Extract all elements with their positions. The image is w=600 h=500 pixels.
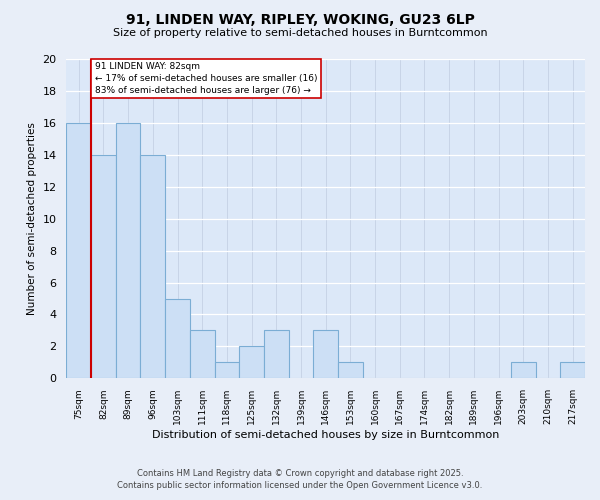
Bar bbox=[264, 330, 289, 378]
Text: 91 LINDEN WAY: 82sqm
← 17% of semi-detached houses are smaller (16)
83% of semi-: 91 LINDEN WAY: 82sqm ← 17% of semi-detac… bbox=[95, 62, 317, 95]
Bar bbox=[215, 362, 239, 378]
Text: Contains HM Land Registry data © Crown copyright and database right 2025.
Contai: Contains HM Land Registry data © Crown c… bbox=[118, 468, 482, 490]
X-axis label: Distribution of semi-detached houses by size in Burntcommon: Distribution of semi-detached houses by … bbox=[152, 430, 499, 440]
Y-axis label: Number of semi-detached properties: Number of semi-detached properties bbox=[27, 122, 37, 315]
Bar bbox=[140, 155, 165, 378]
Bar bbox=[91, 155, 116, 378]
Bar bbox=[338, 362, 363, 378]
Bar bbox=[165, 298, 190, 378]
Bar bbox=[190, 330, 215, 378]
Bar bbox=[313, 330, 338, 378]
Bar bbox=[239, 346, 264, 378]
Bar bbox=[67, 123, 91, 378]
Bar bbox=[511, 362, 536, 378]
Bar bbox=[560, 362, 585, 378]
Text: 91, LINDEN WAY, RIPLEY, WOKING, GU23 6LP: 91, LINDEN WAY, RIPLEY, WOKING, GU23 6LP bbox=[125, 12, 475, 26]
Bar bbox=[116, 123, 140, 378]
Text: Size of property relative to semi-detached houses in Burntcommon: Size of property relative to semi-detach… bbox=[113, 28, 487, 38]
